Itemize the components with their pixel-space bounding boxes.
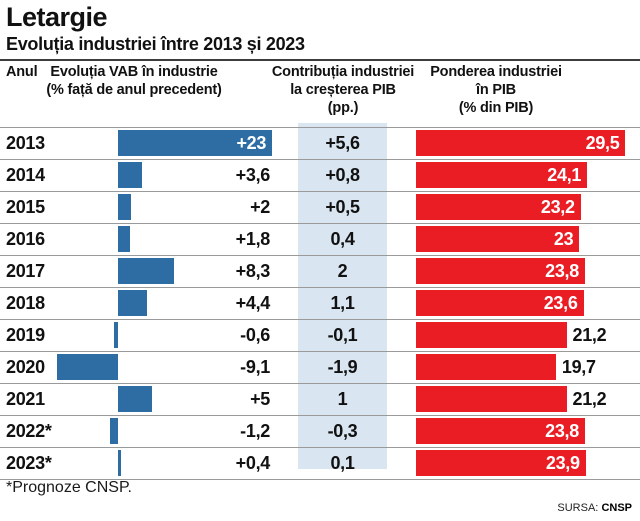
column-header-contribution: Contribuția industriei la creșterea PIB … [263,63,423,117]
vab-bar [113,322,118,348]
year-label: 2023* [6,453,52,473]
contribution-value: +5,6 [325,133,360,153]
share-bar [416,386,567,412]
column-header-contribution-line2: la creșterea PIB [290,82,396,99]
column-header-share-line3: (% din PIB) [458,100,534,117]
year-label: 2018 [6,293,45,313]
share-bar [416,162,588,188]
vab-bar [118,226,131,252]
table-row: 2020 -9,1 -1,9 19,7 [0,351,640,383]
vab-bar [57,354,118,380]
table-row: 2018 +4,4 1,1 23,6 [0,287,640,319]
vab-value: +0,4 [235,453,271,473]
contribution-value: 0,4 [330,229,355,249]
vab-bar [118,130,273,156]
share-value: 24,1 [547,165,582,185]
column-header-contribution-line3: (pp.) [327,100,359,117]
contribution-value: +0,5 [325,197,360,217]
table-row: 2013 +23 +5,6 29,5 [0,127,640,159]
contribution-value: 1,1 [330,293,355,313]
share-value: 23,8 [545,421,579,441]
year-label: 2021 [6,389,45,409]
year-label: 2015 [6,197,45,217]
year-label: 2020 [6,357,45,377]
vab-bar [118,162,143,188]
share-bar [416,450,586,476]
vab-value: +3,6 [235,165,271,185]
vab-bar [118,386,152,412]
share-value: 21,2 [572,389,607,409]
source-credit: SURSA: CNSP [557,502,632,514]
chart-subtitle: Evoluția industriei între 2013 și 2023 [6,34,305,54]
contribution-value: -0,1 [327,325,358,345]
share-value: 23,2 [540,197,575,217]
column-header-share-line2: în PIB [476,82,516,99]
column-header-vab-line1: Evoluția VAB în industrie [50,64,218,80]
footnote: *Prognoze CNSP. [6,479,132,496]
share-bar [416,354,556,380]
table-row: 2015 +2 +0,5 23,2 [0,191,640,223]
vab-value: +8,3 [235,261,271,281]
source-value: CNSP [601,502,632,514]
share-value: 23,6 [543,293,578,313]
vab-bar [118,258,174,284]
table-row: 2022* -1,2 -0,3 23,8 [0,415,640,447]
column-header-contribution-line1: Contribuția industriei [271,64,415,80]
table-row: 2016 +1,8 0,4 23 [0,223,640,255]
share-bar [416,290,584,316]
chart-rows: 2013 +23 +5,6 29,5 2014 +3,6 +0,8 24,1 2015 +2 +0,… [0,127,640,480]
vab-value: +5 [250,389,270,409]
vab-value: +23 [236,133,267,153]
column-header-year: Anul [6,64,38,80]
source-label: SURSA: [557,502,599,514]
share-value: 23,9 [545,453,580,473]
share-value: 19,7 [561,357,596,377]
year-label: 2013 [6,133,45,153]
vab-value: +4,4 [235,293,271,313]
header-rule [0,59,640,61]
vab-value: -1,2 [240,421,270,441]
vab-bar [118,290,148,316]
vab-bar [118,450,121,476]
share-value: 23 [553,229,574,249]
share-bar [416,130,626,156]
share-bar [416,194,581,220]
table-row: 2019 -0,6 -0,1 21,2 [0,319,640,351]
vab-value: +1,8 [235,229,271,249]
vab-value: -0,6 [240,325,270,345]
share-value: 23,8 [545,261,579,281]
year-label: 2014 [6,165,45,185]
share-value: 29,5 [585,133,620,153]
vab-value: -9,1 [240,357,270,377]
column-header-vab: Evoluția VAB în industrie (% față de anu… [36,63,232,99]
column-header-share-line1: Ponderea industriei [430,64,562,80]
contribution-value: -0,3 [327,421,358,441]
year-label: 2022* [6,421,52,441]
contribution-value: 0,1 [330,453,355,473]
contribution-value: 1 [337,389,348,409]
share-bar [416,418,585,444]
page-title: Letargie [6,2,108,32]
share-bar [416,226,580,252]
vab-bar [109,418,118,444]
contribution-column-band [298,123,387,469]
contribution-value: -1,9 [327,357,358,377]
table-row: 2017 +8,3 2 23,8 [0,255,640,287]
year-label: 2019 [6,325,45,345]
year-label: 2016 [6,229,45,249]
share-bar [416,258,585,284]
year-label: 2017 [6,261,45,281]
column-header-vab-line2: (% față de anul precedent) [46,82,222,99]
contribution-value: +0,8 [325,165,360,185]
contribution-value: 2 [337,261,348,281]
table-row: 2021 +5 1 21,2 [0,383,640,415]
vab-value: +2 [250,197,270,217]
vab-bar [118,194,132,220]
table-row: 2023* +0,4 0,1 23,9 [0,447,640,479]
share-value: 21,2 [572,325,607,345]
column-header-share: Ponderea industriei în PIB (% din PIB) [416,63,576,117]
share-bar [416,322,567,348]
table-row: 2014 +3,6 +0,8 24,1 [0,159,640,191]
